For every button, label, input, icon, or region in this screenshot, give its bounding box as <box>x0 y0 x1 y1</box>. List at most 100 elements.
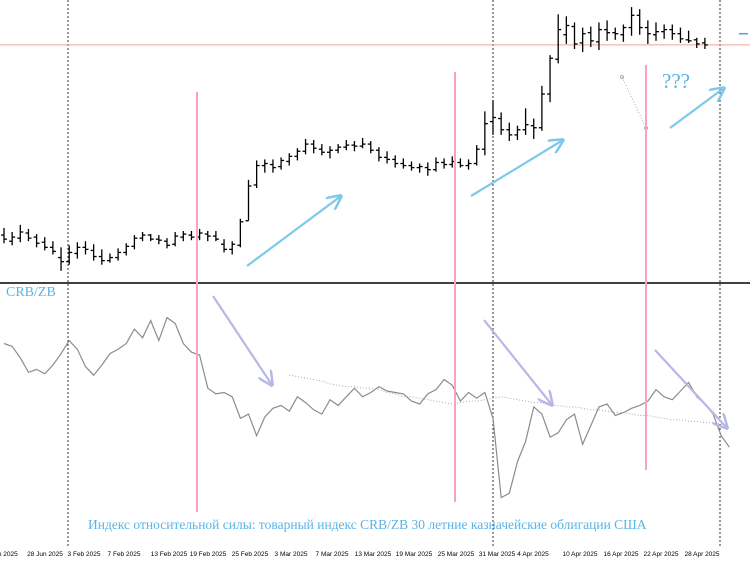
x-tick-label: 3 Mar 2025 <box>275 551 308 558</box>
price-bar <box>261 159 268 173</box>
price-bar <box>106 253 113 263</box>
price-bar <box>180 230 187 242</box>
trend-arrow-up <box>470 140 563 197</box>
x-tick-label: 7 Mar 2025 <box>316 551 349 558</box>
price-bar <box>555 14 562 64</box>
indicator-lines <box>3 316 730 499</box>
price-bar <box>123 243 130 256</box>
x-axis: Jan 2025 28 Jun 2025 3 Feb 2025 7 Feb 2025 1… <box>0 551 720 558</box>
price-bar <box>457 158 464 168</box>
price-bar <box>359 137 366 149</box>
price-bar <box>473 145 480 166</box>
price-bar <box>367 141 374 154</box>
x-tick-label: 13 Feb 2025 <box>151 551 188 558</box>
x-tick-label: 4 Apr 2025 <box>517 551 549 558</box>
price-bar <box>571 22 578 50</box>
rsi-average-line <box>289 374 730 427</box>
price-bar <box>188 230 195 241</box>
price-bar <box>172 232 179 247</box>
price-bar <box>327 146 333 159</box>
price-bar <box>343 140 350 151</box>
price-bar <box>49 241 56 255</box>
x-tick-label: 31 Mar 2025 <box>479 551 516 558</box>
price-bar <box>701 37 708 50</box>
price-bar <box>465 159 472 170</box>
price-bar <box>653 22 659 41</box>
trend-arrow-down <box>654 349 727 428</box>
x-tick-label: 28 Jun 2025 <box>27 551 63 558</box>
price-bar <box>628 7 635 36</box>
price-bar <box>253 160 260 189</box>
price-bar <box>245 179 252 222</box>
price-bar <box>522 108 529 135</box>
price-bar <box>579 27 586 53</box>
price-bar <box>547 55 554 103</box>
price-bar <box>294 148 301 161</box>
price-bar <box>82 241 89 255</box>
price-bar <box>139 232 146 242</box>
price-bar <box>310 140 317 154</box>
price-bar <box>595 22 602 51</box>
x-tick-label: 25 Feb 2025 <box>232 551 269 558</box>
price-bar <box>400 158 407 169</box>
price-bar <box>375 147 382 162</box>
price-bar <box>490 100 496 135</box>
price-bar <box>384 151 391 164</box>
price-bar <box>74 242 81 259</box>
price-bar <box>278 157 285 170</box>
price-bar <box>587 26 594 47</box>
price-bar <box>644 20 651 44</box>
indicator-title: CRB/ZB <box>6 285 56 300</box>
price-bar <box>392 155 399 168</box>
x-tick-label: 22 Apr 2025 <box>643 551 678 558</box>
annotation-question-marks: ??? <box>662 69 690 93</box>
price-bar <box>636 9 643 35</box>
price-bar <box>164 238 170 249</box>
price-bar <box>58 247 65 271</box>
rsi-series-line <box>3 316 730 499</box>
price-bar <box>90 244 97 261</box>
price-bar <box>155 235 162 245</box>
price-bar <box>416 163 423 173</box>
x-tick-label: Jan 2025 <box>0 551 18 558</box>
price-bar <box>620 24 627 42</box>
price-bar <box>237 218 244 248</box>
price-bar <box>612 27 619 40</box>
indicator-caption: Индекс относительной силы: товарный инде… <box>88 517 647 532</box>
price-bar <box>41 237 48 251</box>
price-bar <box>351 141 358 152</box>
price-bar <box>17 224 24 243</box>
price-bar <box>514 125 521 140</box>
price-bar <box>98 249 105 265</box>
price-bar <box>269 159 276 173</box>
price-bar <box>66 245 73 265</box>
x-tick-label: 19 Feb 2025 <box>190 551 227 558</box>
trend-arrow-down <box>483 319 552 405</box>
price-bar <box>115 248 122 261</box>
price-bar <box>318 144 325 156</box>
price-bar <box>335 144 342 154</box>
price-bar <box>604 20 611 41</box>
x-tick-label: 25 Mar 2025 <box>438 551 475 558</box>
price-bars <box>1 7 708 271</box>
price-bar <box>33 234 40 248</box>
x-tick-label: 7 Feb 2025 <box>108 551 141 558</box>
x-tick-label: 10 Apr 2025 <box>562 551 597 558</box>
price-bar <box>432 157 439 172</box>
trend-arrow-down <box>212 295 272 385</box>
price-bar <box>1 227 7 244</box>
price-bar <box>221 239 228 253</box>
price-bar <box>661 24 668 39</box>
x-tick-label: 16 Apr 2025 <box>603 551 638 558</box>
price-bar <box>204 230 211 242</box>
x-tick-label: 28 Apr 2025 <box>684 551 719 558</box>
trend-arrow-up <box>669 88 724 129</box>
price-bar <box>563 16 570 44</box>
price-bar <box>538 85 545 131</box>
price-bar <box>481 111 488 156</box>
price-bar <box>229 241 236 255</box>
price-bar <box>131 235 138 250</box>
price-bar <box>147 234 154 242</box>
price-bar <box>9 232 16 246</box>
